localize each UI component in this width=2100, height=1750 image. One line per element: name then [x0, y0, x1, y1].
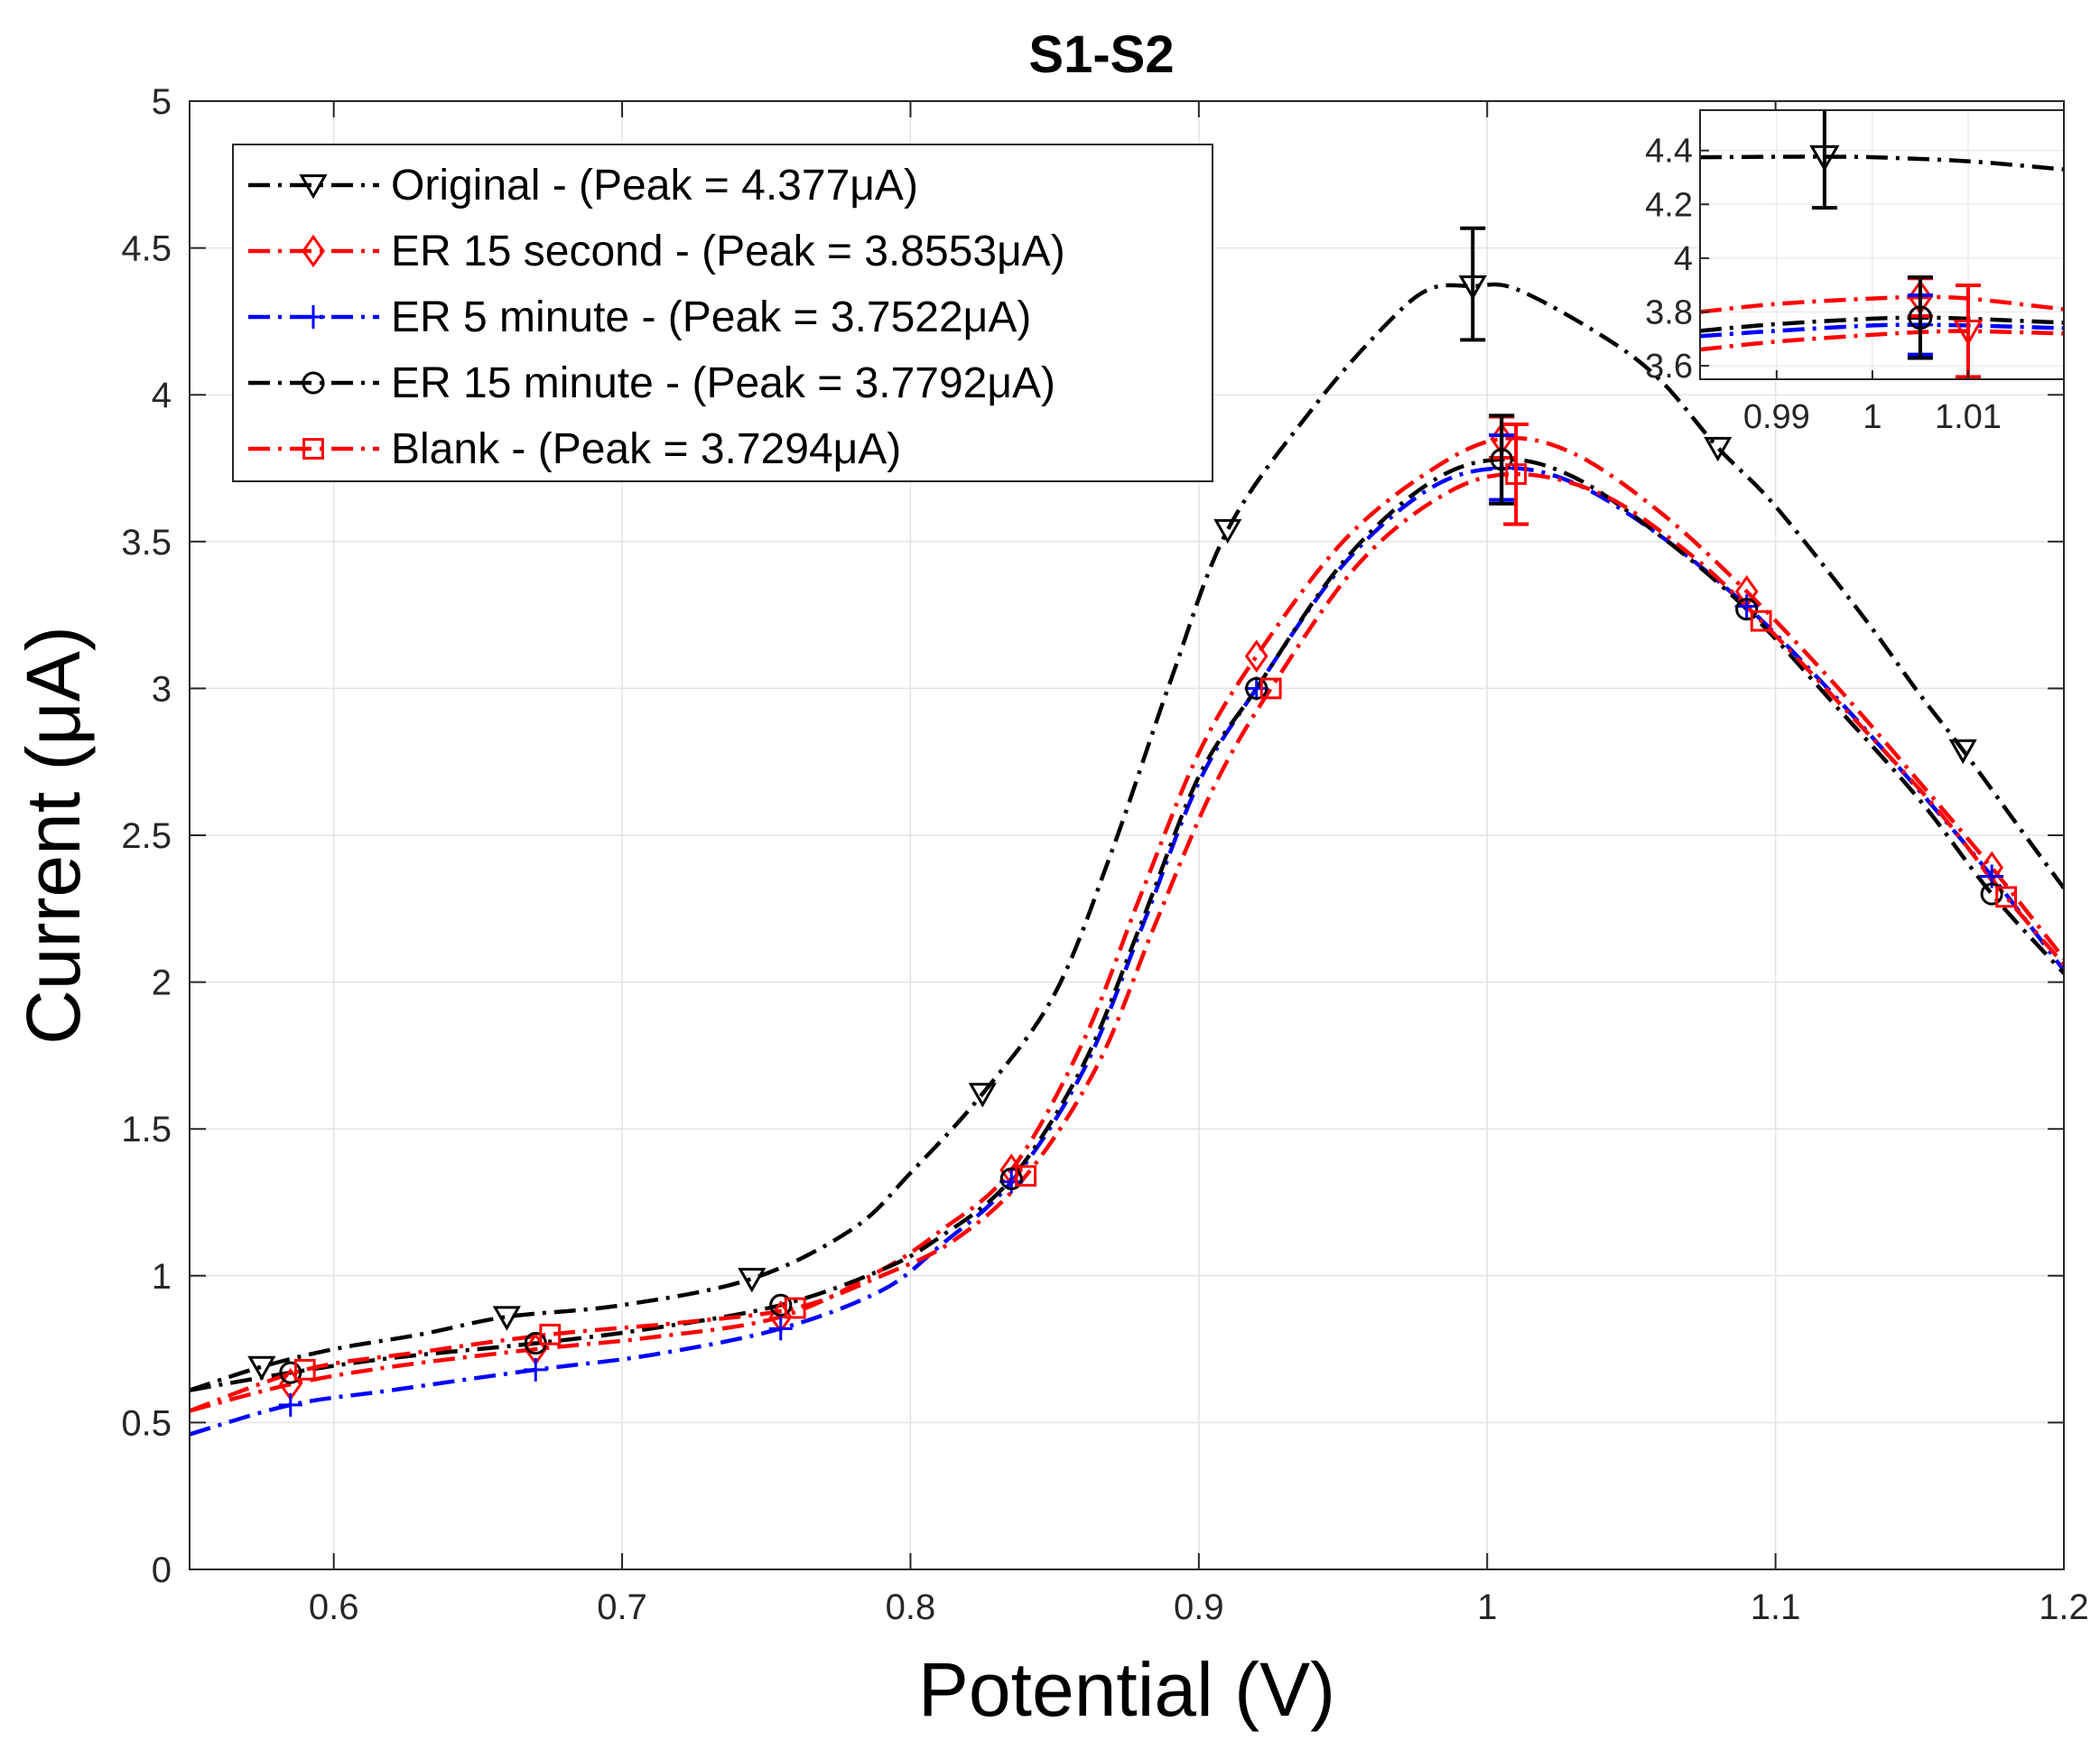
data-point-blank — [1750, 610, 1772, 632]
data-point-er-5-minute — [768, 1317, 793, 1341]
x-tick-label: 1.2 — [2039, 1587, 2089, 1627]
x-tick-label: 0.9 — [1174, 1587, 1224, 1627]
y-axis-label: Current (μA) — [11, 626, 96, 1045]
error-bar-original — [1460, 226, 1486, 342]
x-axis-label: Potential (V) — [918, 1647, 1335, 1732]
legend: Original - (Peak = 4.377μA) ER 15 second … — [232, 144, 1213, 482]
data-point-original — [1213, 518, 1242, 545]
legend-marker-er-15-minute — [302, 371, 325, 395]
error-bar-blank — [1503, 422, 1529, 526]
main-lines — [190, 282, 2064, 1437]
data-point-blank — [1259, 677, 1282, 700]
x-tick-label: 0.6 — [309, 1587, 359, 1627]
data-point-original — [1948, 739, 1977, 765]
series-line-er-15-minute — [190, 457, 2064, 1392]
inset-data-point-er-15-minute — [1908, 305, 1933, 330]
y-tick-label: 0.5 — [121, 1403, 172, 1443]
legend-label-er-15-second: ER 15 second - (Peak = 3.8553μA) — [391, 228, 1065, 275]
data-point-original — [492, 1306, 521, 1331]
y-tick-label: 1.5 — [121, 1110, 172, 1150]
inset-y-tick-label: 4.2 — [1645, 186, 1693, 224]
data-point-er-5-minute — [524, 1357, 548, 1382]
x-tick-label: 1.1 — [1751, 1587, 1801, 1627]
series-line-er-15-second — [190, 435, 2064, 1413]
x-tick-label: 0.7 — [597, 1587, 647, 1627]
main-ticks: 0.6 0.7 0.8 0.9 1 1.1 1.2 0 0.5 1 1.5 2 2.5 3 3.5 4 4.5 5 — [121, 82, 2088, 1627]
data-point-original — [1704, 436, 1733, 462]
legend-box — [232, 144, 1213, 482]
inset-lines — [1700, 154, 2064, 352]
legend-marker-er-5-minute — [302, 305, 325, 329]
data-point-er-15-second — [1244, 639, 1268, 673]
data-point-er-15-minute — [999, 1167, 1023, 1191]
legend-label-er-15-minute: ER 15 minute - (Peak = 3.7792μA) — [391, 359, 1055, 407]
inset-error-bar-er-15-minute — [1907, 275, 1933, 360]
inset-data-point-blank — [1953, 319, 1984, 346]
data-point-er-5-minute — [278, 1392, 302, 1417]
inset-markers — [1809, 110, 1984, 379]
data-point-original — [738, 1268, 767, 1293]
y-tick-label: 5 — [152, 82, 172, 122]
data-point-original — [968, 1083, 997, 1108]
inset-x-tick-label: 0.99 — [1743, 398, 1810, 436]
x-tick-label: 1 — [1477, 1587, 1497, 1627]
inset-x-tick-label: 1.01 — [1935, 398, 2002, 436]
y-tick-label: 2 — [152, 963, 172, 1003]
legend-label-original: Original - (Peak = 4.377μA) — [391, 162, 918, 209]
legend-label-blank: Blank - (Peak = 3.7294μA) — [391, 425, 901, 473]
inset-error-bar-original — [1811, 110, 1837, 210]
inset-y-tick-label: 3.8 — [1645, 294, 1693, 332]
inset-ticks: 0.99 1 1.01 3.6 3.8 4 4.2 4.4 — [1645, 133, 2002, 436]
legend-marker-er-15-second — [302, 234, 325, 268]
inset-y-tick-label: 4.4 — [1645, 133, 1693, 171]
data-point-blank — [784, 1297, 806, 1319]
y-tick-label: 1 — [152, 1257, 172, 1297]
data-point-er-15-minute — [279, 1361, 302, 1384]
data-point-er-15-minute — [1735, 598, 1759, 621]
legend-marker-blank — [302, 438, 324, 460]
y-tick-label: 3.5 — [121, 523, 172, 563]
data-point-blank — [293, 1358, 316, 1381]
inset-plot: 0.99 1 1.01 3.6 3.8 4 4.2 4.4 — [1645, 109, 2065, 436]
inset-y-tick-label: 4 — [1674, 240, 1693, 278]
inset-axes-box — [1699, 109, 2065, 380]
inset-data-point-original — [1809, 144, 1840, 172]
series-line-original — [190, 282, 2064, 1392]
inset-series-line-original — [1700, 154, 2064, 172]
data-point-blank — [539, 1323, 562, 1345]
data-point-er-15-minute — [1245, 676, 1268, 700]
y-tick-label: 3 — [152, 669, 172, 709]
legend-label-er-5-minute: ER 5 minute - (Peak = 3.7522μA) — [391, 293, 1031, 341]
series-line-blank — [190, 471, 2064, 1413]
data-point-original — [247, 1355, 276, 1381]
inset-grid — [1700, 110, 2064, 379]
legend-marker-original — [299, 174, 328, 200]
data-point-blank — [1995, 886, 2018, 908]
data-point-er-15-minute — [769, 1293, 793, 1317]
series-line-er-5-minute — [190, 466, 2064, 1437]
chart-title: S1-S2 — [1028, 25, 1174, 84]
y-tick-label: 4.5 — [121, 229, 172, 269]
inset-x-tick-label: 1 — [1863, 398, 1882, 436]
y-tick-label: 0 — [152, 1550, 172, 1590]
error-bar-er-15-minute — [1489, 414, 1515, 506]
main-markers — [247, 226, 2018, 1417]
y-tick-label: 2.5 — [121, 816, 172, 856]
data-point-er-15-minute — [1980, 882, 2003, 906]
y-tick-label: 4 — [152, 376, 172, 415]
x-tick-label: 0.8 — [886, 1587, 936, 1627]
inset-y-tick-label: 3.6 — [1645, 348, 1693, 386]
data-point-er-5-minute — [1244, 676, 1268, 701]
data-point-blank — [1015, 1165, 1037, 1187]
